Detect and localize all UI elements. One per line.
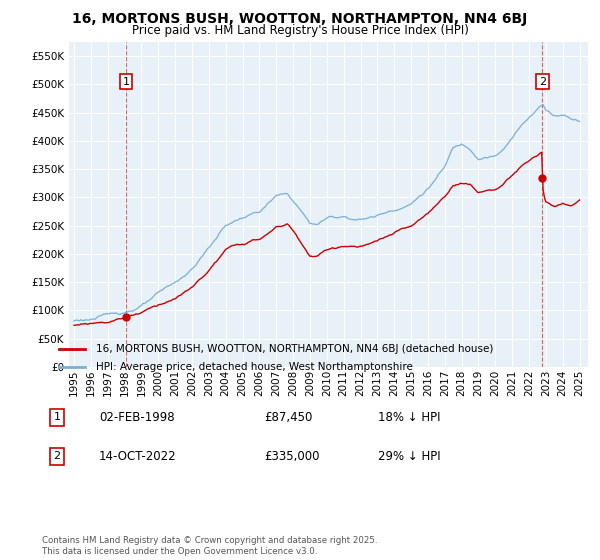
Text: 18% ↓ HPI: 18% ↓ HPI [378, 410, 440, 424]
Text: 1: 1 [53, 412, 61, 422]
Text: £335,000: £335,000 [264, 450, 320, 463]
Text: 2: 2 [53, 451, 61, 461]
Text: Contains HM Land Registry data © Crown copyright and database right 2025.
This d: Contains HM Land Registry data © Crown c… [42, 536, 377, 556]
Text: £87,450: £87,450 [264, 410, 313, 424]
Text: 16, MORTONS BUSH, WOOTTON, NORTHAMPTON, NN4 6BJ: 16, MORTONS BUSH, WOOTTON, NORTHAMPTON, … [73, 12, 527, 26]
Text: Price paid vs. HM Land Registry's House Price Index (HPI): Price paid vs. HM Land Registry's House … [131, 24, 469, 36]
Text: 14-OCT-2022: 14-OCT-2022 [99, 450, 176, 463]
Text: 16, MORTONS BUSH, WOOTTON, NORTHAMPTON, NN4 6BJ (detached house): 16, MORTONS BUSH, WOOTTON, NORTHAMPTON, … [95, 344, 493, 354]
Text: 02-FEB-1998: 02-FEB-1998 [99, 410, 175, 424]
Text: 29% ↓ HPI: 29% ↓ HPI [378, 450, 440, 463]
Text: 2: 2 [539, 77, 546, 87]
Text: 1: 1 [122, 77, 130, 87]
Text: HPI: Average price, detached house, West Northamptonshire: HPI: Average price, detached house, West… [95, 362, 412, 372]
